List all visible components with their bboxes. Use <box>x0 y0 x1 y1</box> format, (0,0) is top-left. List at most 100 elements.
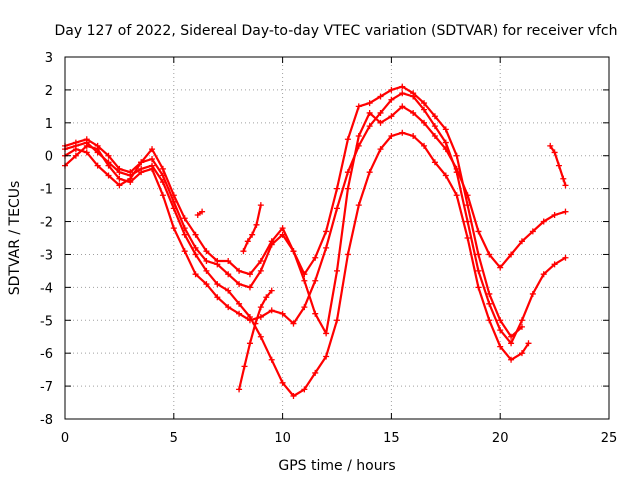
data-point-marker <box>72 152 79 159</box>
data-point-marker <box>192 231 199 238</box>
data-point-marker <box>355 202 362 209</box>
data-point-marker <box>116 182 123 189</box>
data-point-marker <box>290 320 297 327</box>
data-point-marker <box>127 169 134 176</box>
data-point-marker <box>497 264 504 271</box>
data-point-marker <box>72 139 79 146</box>
data-point-marker <box>399 90 406 97</box>
data-point-marker <box>246 340 253 347</box>
data-point-marker <box>214 294 221 301</box>
data-point-marker <box>518 238 525 245</box>
data-point-marker <box>105 162 112 169</box>
data-point-marker <box>399 129 406 136</box>
data-point-marker <box>410 109 417 116</box>
data-point-marker <box>301 271 308 278</box>
data-point-marker <box>475 284 482 291</box>
data-point-marker <box>225 258 232 265</box>
data-point-marker <box>105 152 112 159</box>
data-point-marker <box>525 340 532 347</box>
data-point-marker <box>464 202 471 209</box>
data-point-marker <box>323 228 330 235</box>
data-point-marker <box>257 267 264 274</box>
data-point-marker <box>246 271 253 278</box>
data-point-marker <box>551 149 558 156</box>
data-point-marker <box>323 353 330 360</box>
data-point-marker <box>236 267 243 274</box>
data-point-marker <box>279 310 286 317</box>
data-point-marker <box>540 271 547 278</box>
data-point-marker <box>518 350 525 357</box>
x-tick-label: 0 <box>61 431 69 446</box>
data-point-marker <box>464 235 471 241</box>
data-point-marker <box>323 330 330 337</box>
data-point-marker <box>388 86 395 93</box>
data-point-marker <box>453 192 460 199</box>
data-point-marker <box>497 327 504 334</box>
y-axis-label: SDTVAR / TECUs <box>7 181 23 296</box>
data-point-marker <box>83 136 90 143</box>
data-point-marker <box>334 267 340 274</box>
data-point-marker <box>475 267 482 274</box>
data-point-marker <box>453 152 460 159</box>
series-track-g <box>547 142 569 189</box>
data-point-marker <box>181 231 188 238</box>
data-point-marker <box>355 103 362 110</box>
data-point-marker <box>562 208 569 215</box>
data-point-marker <box>562 254 569 261</box>
data-point-marker <box>344 136 351 143</box>
data-point-marker <box>192 271 199 278</box>
data-point-marker <box>377 119 384 126</box>
data-point-marker <box>475 228 482 235</box>
data-point-marker <box>377 93 384 100</box>
data-point-marker <box>497 343 504 350</box>
data-point-marker <box>442 172 449 179</box>
series-track-e <box>236 287 275 393</box>
data-point-marker <box>464 218 471 225</box>
data-point-marker <box>279 379 286 386</box>
data-point-marker <box>529 228 536 235</box>
data-point-marker <box>170 192 177 199</box>
plot-frame <box>64 56 610 420</box>
data-point-marker <box>127 175 134 182</box>
data-point-marker <box>181 225 188 232</box>
data-point-marker <box>562 182 569 189</box>
data-point-marker <box>529 290 536 297</box>
y-tick-label: -7 <box>40 380 53 395</box>
data-point-marker <box>194 211 201 218</box>
series-track-d <box>62 83 525 340</box>
data-point-marker <box>105 172 112 179</box>
y-tick-label: -4 <box>40 281 53 296</box>
data-point-marker <box>149 156 156 163</box>
data-point-marker <box>377 109 384 116</box>
data-series <box>62 83 569 399</box>
data-point-marker <box>241 363 248 370</box>
x-axis-label: GPS time / hours <box>278 458 395 474</box>
data-point-marker <box>399 103 406 110</box>
data-point-marker <box>442 139 449 146</box>
data-point-marker <box>399 83 406 90</box>
y-tick-label: -3 <box>40 248 53 263</box>
data-point-marker <box>214 281 221 288</box>
data-point-marker <box>203 258 210 265</box>
data-point-marker <box>257 333 264 340</box>
data-point-marker <box>388 132 395 139</box>
data-point-marker <box>257 304 264 311</box>
data-point-marker <box>377 146 384 153</box>
data-point-marker <box>203 248 210 255</box>
data-point-marker <box>486 317 493 324</box>
data-point-marker <box>72 146 79 153</box>
data-point-marker <box>149 165 156 172</box>
data-point-marker <box>442 126 449 133</box>
data-point-marker <box>203 281 210 288</box>
data-point-marker <box>236 386 243 393</box>
data-point-marker <box>442 146 449 153</box>
data-point-marker <box>421 106 428 113</box>
data-point-marker <box>560 175 567 182</box>
data-point-marker <box>257 313 264 320</box>
data-point-marker <box>421 100 428 107</box>
data-point-marker <box>253 221 260 228</box>
data-point-marker <box>547 142 554 149</box>
data-point-marker <box>551 261 558 268</box>
data-point-marker <box>244 238 251 245</box>
